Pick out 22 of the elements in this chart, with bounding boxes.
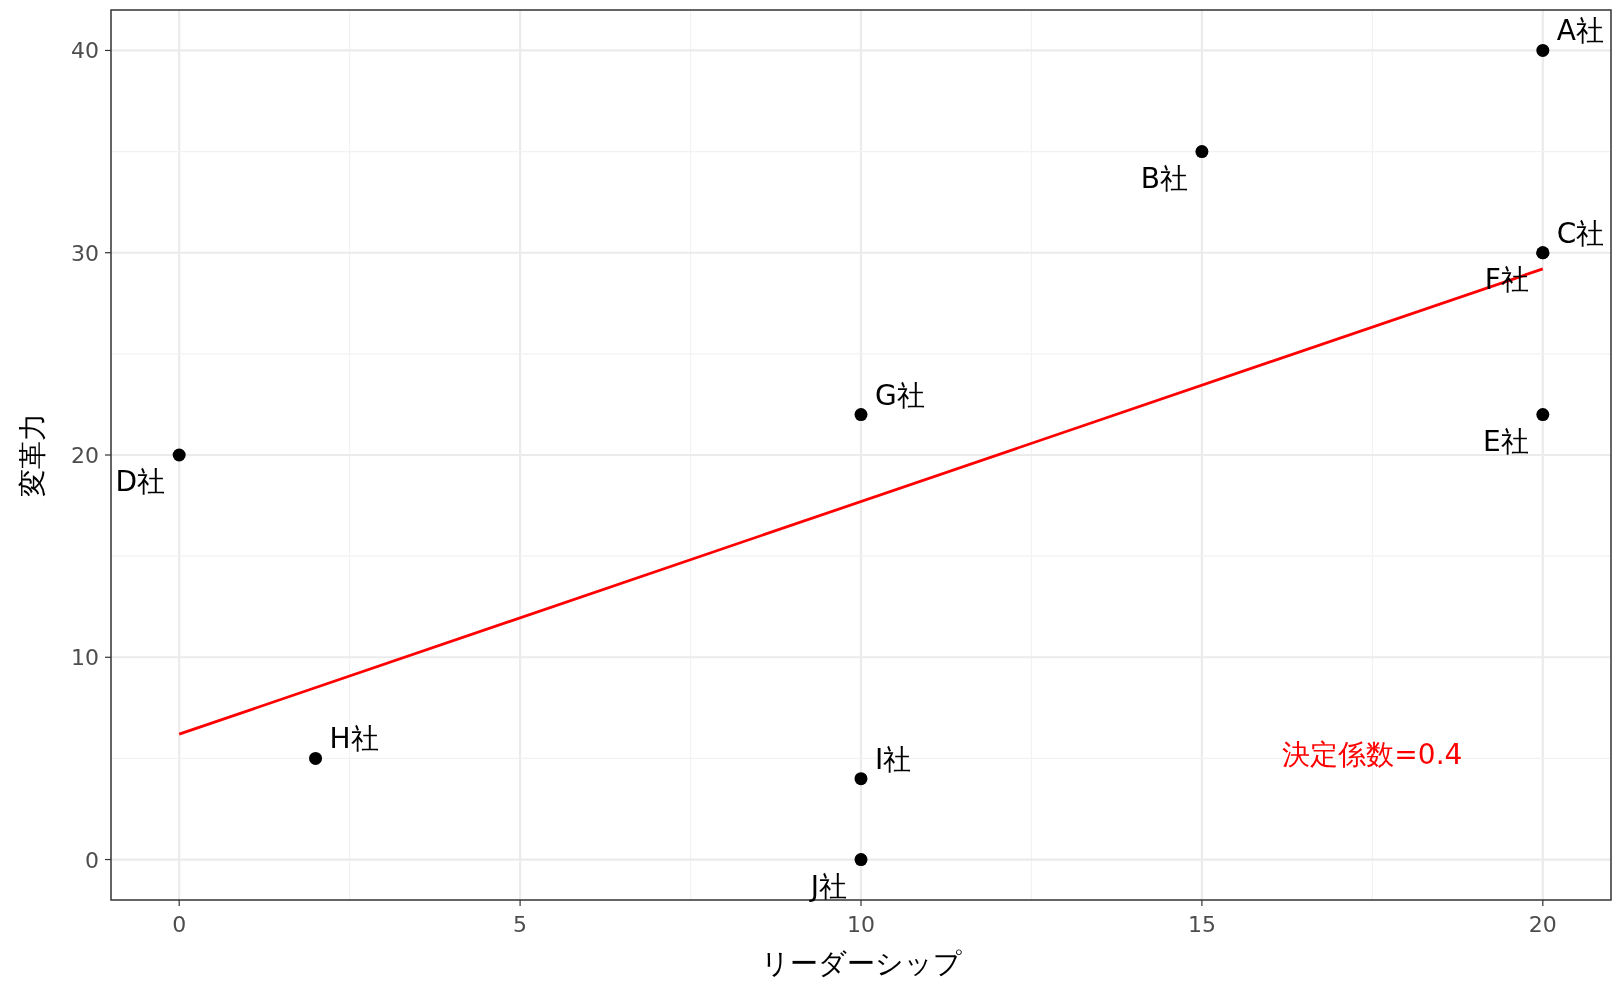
x-axis-title: リーダーシップ: [760, 947, 962, 980]
x-tick-label: 15: [1187, 912, 1216, 937]
annotation: E社: [1483, 424, 1529, 458]
x-tick-label: 5: [513, 912, 528, 937]
y-tick-label: 40: [71, 38, 99, 64]
annotation: D社: [115, 465, 166, 498]
annotation: H社: [329, 722, 379, 756]
x-tick-label: 20: [1528, 912, 1557, 937]
y-tick-label: 10: [71, 645, 99, 671]
y-axis-title: 変革力: [16, 413, 49, 497]
y-tick-label: 30: [71, 240, 99, 266]
annotation: J社: [808, 869, 847, 903]
annotation: I社: [875, 742, 912, 776]
y-tick-label: 0: [85, 847, 99, 873]
annotation: C社: [1556, 216, 1605, 250]
annotation: B社: [1140, 161, 1188, 195]
annotation: 決定係数=0.4: [1282, 738, 1463, 772]
annotation: G社: [875, 378, 925, 412]
y-tick-label: 20: [71, 443, 99, 468]
x-tick-label: 10: [847, 912, 875, 937]
x-tick-label: 0: [172, 912, 187, 937]
annotation: A社: [1556, 14, 1604, 48]
